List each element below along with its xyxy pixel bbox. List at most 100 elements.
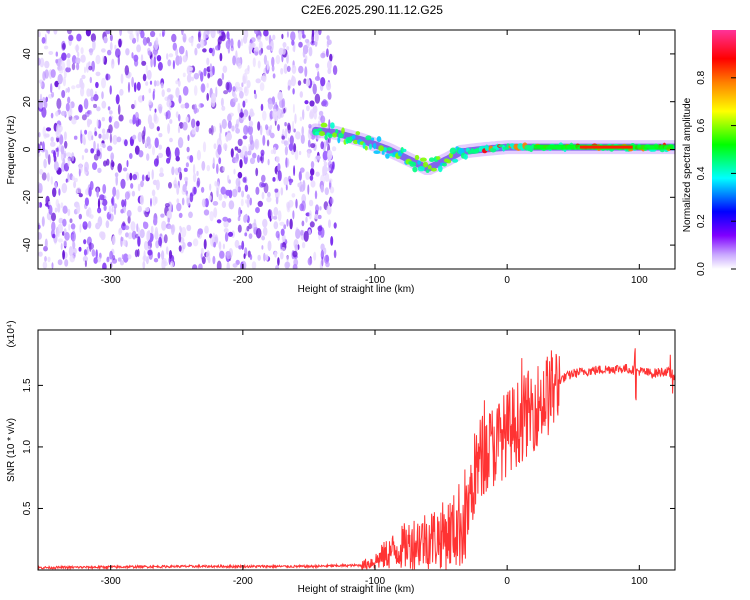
signal-blob [414, 154, 420, 161]
spectrogram-noise-blob [206, 164, 211, 172]
spectrogram-noise-blob [113, 206, 117, 216]
spectrogram-noise-blob [176, 198, 180, 204]
spectrogram-noise-blob [56, 98, 62, 110]
spectrogram-noise-blob [218, 157, 222, 165]
spectrogram-noise-blob [141, 60, 147, 66]
spectrogram-noise-blob [283, 176, 289, 186]
spectrogram-noise-blob [210, 30, 216, 39]
spectrogram-noise-blob [273, 221, 279, 230]
spectrogram-noise-blob [122, 167, 128, 172]
spectrogram-noise-blob [292, 120, 295, 132]
spectrogram-noise-blob [165, 246, 169, 255]
snr-y-tick-label: 1.0 [22, 440, 33, 454]
spectrogram-noise-blob [109, 34, 113, 42]
spectrogram-noise-blob [105, 220, 110, 229]
spectrogram-noise-blob [182, 86, 189, 96]
spectrogram-noise-blob [97, 198, 101, 210]
spectrogram-noise-blob [63, 240, 67, 247]
signal-blob [318, 131, 325, 137]
spectrogram-noise-blob [95, 249, 98, 259]
spectrogram-noise-blob [145, 64, 148, 75]
spectrogram-noise-blob [44, 238, 48, 249]
spectrogram-noise-blob [156, 55, 162, 62]
spectrogram-noise-blob [71, 63, 76, 71]
spectrogram-noise-blob [132, 114, 136, 125]
spectrogram-noise-blob [300, 229, 304, 236]
spectrogram-noise-blob [157, 252, 161, 259]
spectrogram-noise-blob [271, 56, 275, 67]
spectrogram-noise-blob [158, 106, 163, 114]
spectrogram-noise-blob [58, 238, 63, 243]
spectrogram-noise-blob [52, 233, 56, 239]
spectrogram-noise-blob [157, 61, 163, 71]
spectrogram-noise-blob [260, 103, 264, 111]
spectrogram-noise-blob [217, 144, 222, 155]
spectrogram-noise-blob [213, 207, 218, 218]
spectrogram-noise-blob [257, 121, 261, 131]
spectrogram-noise-blob [168, 250, 173, 259]
spectrogram-noise-blob [129, 32, 134, 41]
spectrogram-noise-blob [255, 78, 261, 84]
spectrogram-noise-blob [293, 143, 297, 153]
spectrogram-noise-blob [177, 114, 181, 122]
spectrogram-noise-blob [193, 72, 200, 80]
spectrogram-noise-blob [308, 46, 313, 57]
spectrogram-noise-blob [112, 186, 117, 197]
spectrogram-noise-blob [122, 253, 129, 263]
spectrogram-noise-blob [249, 254, 253, 261]
spectrogram-noise-blob [260, 149, 265, 156]
spectrogram-noise-blob [301, 200, 306, 212]
spectrogram-noise-blob [181, 197, 185, 206]
spectrogram-x-axis-label: Height of straight line (km) [298, 284, 415, 295]
spectrogram-noise-blob [208, 195, 212, 201]
spectrogram-noise-blob [158, 236, 163, 247]
spectrogram-noise-blob [83, 239, 87, 245]
spectrogram-noise-blob [265, 124, 269, 131]
signal-blob [402, 148, 407, 153]
spectrogram-noise-blob [160, 213, 165, 218]
spectrogram-noise-blob [222, 216, 228, 222]
spectrogram-noise-blob [51, 212, 56, 222]
spectrogram-noise-blob [65, 178, 68, 183]
spectrogram-noise-blob [283, 140, 289, 146]
spectrogram-noise-blob [222, 166, 225, 172]
spectrogram-noise-blob [247, 125, 253, 135]
spectrogram-noise-blob [151, 189, 156, 197]
spectrogram-noise-blob [297, 80, 302, 86]
spectrogram-noise-blob [315, 204, 319, 213]
spectrogram-noise-blob [124, 65, 129, 76]
spectrogram-noise-blob [191, 76, 194, 82]
spectrogram-noise-blob [267, 158, 270, 166]
spectrogram-noise-blob [255, 186, 260, 195]
spectrogram-noise-blob [45, 127, 52, 132]
signal-blob [330, 122, 335, 129]
spectrogram-noise-blob [186, 74, 192, 83]
signal-blob [324, 134, 328, 141]
spectrogram-noise-blob [199, 39, 205, 48]
spectrogram-noise-blob [309, 221, 315, 228]
spectrogram-noise-blob [298, 171, 302, 181]
spectrogram-noise-blob [66, 53, 71, 59]
spectrogram-noise-blob [295, 228, 301, 239]
signal-blob [335, 129, 339, 134]
colorbar-tick-label: 0.6 [696, 118, 707, 132]
spectrogram-noise-blob [81, 74, 86, 80]
spectrogram-noise-blob [267, 240, 272, 252]
spectrogram-noise-blob [234, 239, 240, 249]
spectrogram-noise-blob [306, 39, 310, 49]
spectrogram-noise-blob [118, 38, 122, 48]
spectrogram-noise-blob [43, 158, 47, 169]
signal-blob [417, 160, 421, 165]
spectrogram-noise-blob [223, 143, 228, 151]
spectrogram-noise-blob [222, 243, 225, 250]
spectrogram-noise-blob [75, 84, 81, 89]
spectrogram-noise-blob [122, 221, 126, 227]
signal-blob [353, 139, 359, 145]
spectrogram-noise-blob [88, 186, 92, 197]
spectrogram-noise-blob [67, 172, 70, 183]
spectrogram-noise-blob [196, 43, 201, 49]
spectrogram-noise-blob [219, 124, 222, 135]
colorbar-ticks: 0.0 0.2 0.4 0.6 0.8 [696, 70, 736, 276]
spectrogram-noise-blob [203, 67, 207, 77]
spectrogram-noise-blob [39, 57, 45, 68]
